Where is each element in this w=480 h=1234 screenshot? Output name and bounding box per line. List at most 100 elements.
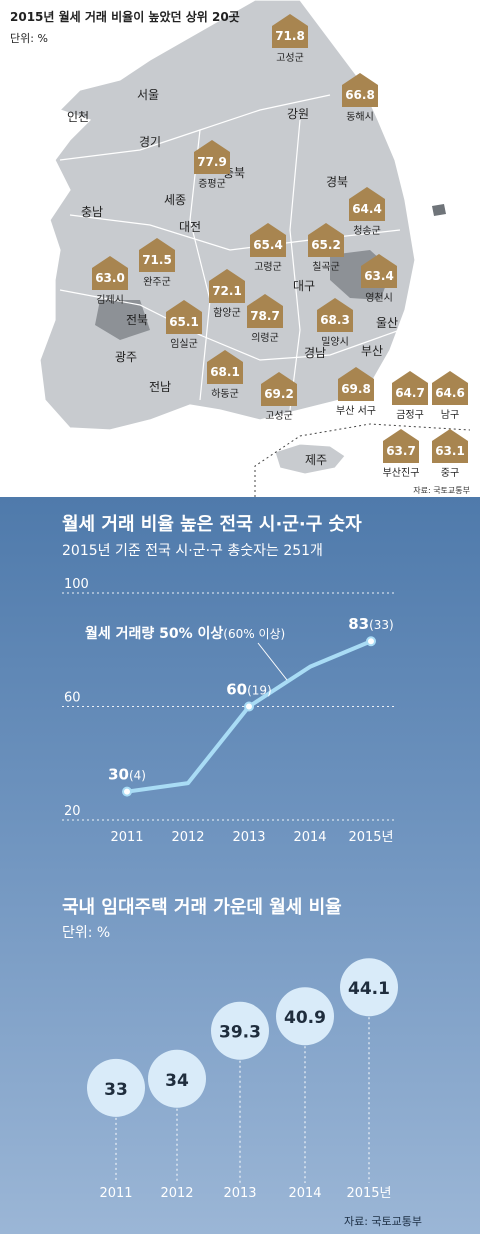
marker-name: 고령군 <box>254 261 282 273</box>
region-label: 경북 <box>326 175 348 189</box>
district-marker: 63.4 영천시 <box>361 254 397 304</box>
marker-value: 64.7 <box>395 386 425 400</box>
y-tick-label: 20 <box>64 804 81 819</box>
highlight-jeonbuk <box>95 300 150 340</box>
series-line <box>126 639 372 794</box>
y-tick-label: 100 <box>64 577 89 592</box>
marker-value: 72.1 <box>212 284 242 298</box>
data-label: 30(4) <box>108 766 146 784</box>
marker-shape <box>194 140 230 174</box>
data-point <box>366 636 376 647</box>
marker-name: 증평군 <box>198 178 226 190</box>
district-marker: 64.4 청송군 <box>349 187 385 237</box>
district-marker: 71.5 완주군 <box>139 238 175 288</box>
region-label: 경남 <box>304 346 326 360</box>
bubble-value-label: 33 <box>104 1080 128 1100</box>
district-marker: 63.0 김제시 <box>92 256 128 306</box>
marker-name: 영천시 <box>365 292 393 304</box>
x-tick-label: 2011 <box>99 1186 132 1201</box>
map-unit: 단위: % <box>10 32 48 45</box>
map-title: 2015년 월세 거래 비율이 높았던 상위 20곳 <box>10 10 240 24</box>
marker-value: 65.4 <box>253 238 283 252</box>
y-tick-label: 60 <box>64 691 81 706</box>
marker-shape <box>342 73 378 107</box>
marker-shape <box>247 294 283 328</box>
marker-name: 고성군 <box>276 52 304 64</box>
district-marker: 65.4 고령군 <box>250 223 286 273</box>
marker-shape <box>392 371 428 405</box>
marker-value: 63.4 <box>364 269 394 283</box>
data-point <box>244 701 254 712</box>
marker-name: 완주군 <box>143 276 171 288</box>
marker-name: 동해시 <box>346 110 374 123</box>
region-label: 전북 <box>126 313 148 327</box>
marker-value: 71.5 <box>142 253 172 267</box>
bubble <box>340 958 398 1017</box>
district-marker: 64.7 금정구 <box>392 371 428 421</box>
marker-shape <box>272 14 308 48</box>
marker-value: 66.8 <box>345 88 375 102</box>
line-chart-subtitle: 2015년 기준 전국 시·군·구 총숫자는 251개 <box>62 543 323 559</box>
bubble <box>87 1058 145 1117</box>
marker-shape <box>317 298 353 332</box>
marker-shape <box>261 372 297 406</box>
marker-value: 68.1 <box>210 365 240 379</box>
marker-value: 78.7 <box>250 309 280 323</box>
district-marker: 71.8 고성군 <box>272 14 308 64</box>
marker-value: 65.2 <box>311 238 341 252</box>
marker-name: 부산 서구 <box>336 405 376 417</box>
district-marker: 78.7 의령군 <box>247 294 283 344</box>
x-tick-label: 2013 <box>232 830 265 845</box>
bubble-value-label: 39.3 <box>219 1023 261 1043</box>
marker-shape <box>207 350 243 384</box>
region-label: 대전 <box>179 220 201 234</box>
district-marker: 72.1 함양군 <box>209 269 245 319</box>
region-label: 세종 <box>164 193 186 207</box>
marker-value: 63.1 <box>435 444 465 458</box>
legend-pointer <box>257 642 288 681</box>
bubble <box>148 1049 206 1108</box>
bottom-source: 자료: 국토교통부 <box>343 1215 422 1228</box>
region-label: 경기 <box>139 135 161 149</box>
x-tick-label: 2012 <box>171 830 204 845</box>
map-panel: 서울 인천 경기 강원 충북 세종 충남 대전 경북 전북 대구 울산 광주 전남 경남 부산 제주 71.8 고… <box>0 0 480 497</box>
bubble-value-label: 44.1 <box>348 979 390 999</box>
district-marker: 68.1 하동군 <box>207 350 243 400</box>
legend-label: 월세 거래량 50% 이상(60% 이상) <box>85 625 285 642</box>
marker-value: 64.6 <box>435 386 465 400</box>
marker-name: 김제시 <box>96 294 124 306</box>
line-chart-title: 월세 거래 비율 높은 전국 시·군·구 숫자 <box>62 514 362 535</box>
region-label: 광주 <box>115 350 137 364</box>
district-marker: 64.6 남구 <box>432 371 468 421</box>
marker-name: 남구 <box>441 409 459 421</box>
jeju-island <box>274 443 346 475</box>
district-marker: 63.7 부산진구 <box>383 429 420 479</box>
district-marker: 69.8 부산 서구 <box>336 367 376 417</box>
marker-name: 청송군 <box>353 225 381 237</box>
district-marker: 68.3 밀양시 <box>317 298 353 348</box>
marker-shape <box>432 371 468 405</box>
bubble <box>276 987 334 1046</box>
bubble-value-label: 34 <box>165 1071 189 1091</box>
marker-value: 69.2 <box>264 387 294 401</box>
marker-value: 68.3 <box>320 313 350 327</box>
marker-name: 칠곡군 <box>312 261 340 273</box>
marker-shape <box>209 269 245 303</box>
marker-value: 64.4 <box>352 202 382 216</box>
marker-name: 임실군 <box>170 337 198 350</box>
bubble <box>211 1001 269 1060</box>
bubble-chart: 33 2011 34 2012 39.3 2013 40.9 2014 44.1 2015년 <box>87 958 398 1201</box>
district-marker: 77.9 증평군 <box>194 140 230 190</box>
data-label: 83(33) <box>348 615 394 633</box>
marker-name: 부산진구 <box>383 467 420 479</box>
marker-shape <box>432 429 468 463</box>
data-point <box>122 786 132 797</box>
marker-shape <box>338 367 374 401</box>
x-tick-label: 2015년 <box>348 830 393 845</box>
data-label: 60(19) <box>226 681 272 699</box>
marker-name: 의령군 <box>251 332 279 344</box>
marker-name: 고성군 <box>265 410 293 422</box>
marker-value: 69.8 <box>341 382 371 396</box>
bubble-chart-unit: 단위: % <box>62 925 111 941</box>
